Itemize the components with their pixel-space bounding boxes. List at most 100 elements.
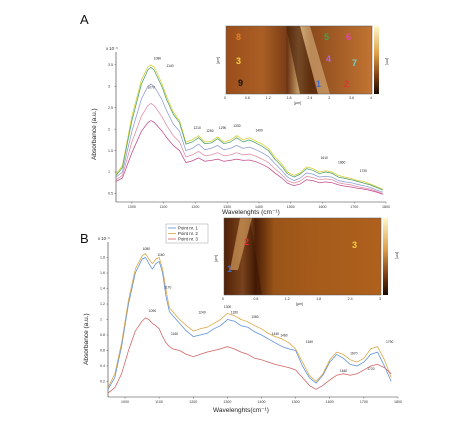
panel-b-x-tick-label: 1800 bbox=[394, 400, 402, 404]
panel-b-y-tick-label: 1 bbox=[100, 318, 102, 322]
panel-b-peak-label: 1670 bbox=[350, 351, 358, 355]
inset-b-x-tick-label: 2.4 bbox=[348, 297, 353, 301]
afm-bright-fold bbox=[230, 218, 252, 270]
panel-b-series-line-3 bbox=[107, 317, 392, 394]
panel-a-peak-label: 1730 bbox=[360, 169, 368, 173]
inset-a-y-unit: [µm] bbox=[216, 57, 220, 64]
panel-a-peak-label: 1290 bbox=[219, 126, 227, 130]
panel-b-x-tick-label: 1100 bbox=[155, 400, 163, 404]
inset-a-point-marker: 8 bbox=[236, 32, 241, 42]
inset-b-point-marker: 1 bbox=[227, 264, 232, 274]
inset-b-x-tick-label: 0 bbox=[222, 297, 224, 301]
inset-b-x-tick-label: 1.2 bbox=[285, 297, 290, 301]
inset-a-x-ticks: 0 0.6 1.2 1.8 2.4 3 3.6 4 bbox=[224, 96, 372, 100]
panel-b-legend: Point nr. 1 Point nr. 2 Point nr. 3 bbox=[165, 223, 209, 244]
panel-a-x-tick-label: 1500 bbox=[287, 205, 295, 209]
panel-a-x-label: Wavelenghts (cm⁻¹) bbox=[222, 209, 280, 216]
panel-a-peak-label: 1070 bbox=[147, 85, 155, 89]
legend-item-2: Point nr. 2 bbox=[178, 231, 198, 236]
colorbar-b-label: [nm] bbox=[395, 252, 399, 259]
inset-b-point-marker: 2 bbox=[244, 237, 249, 247]
panel-a-afm-inset: [nm] [µm] [µm] 0 0.6 1.2 1.8 2.4 3 3.6 4 8 3 9 5 6 4… bbox=[216, 25, 389, 105]
panel-a-peak-label: 1250 bbox=[206, 129, 214, 133]
inset-a-x-tick-label: 1.8 bbox=[287, 96, 292, 100]
panel-a-y-tick-label: 1.5 bbox=[108, 149, 113, 153]
panel-a-series-line-5 bbox=[115, 120, 383, 195]
panel-b-y-tick-label: 1.4 bbox=[100, 287, 105, 291]
afm-frame-b bbox=[223, 217, 382, 296]
panel-b-y-tick-label: 0.6 bbox=[100, 349, 105, 353]
panel-b-x-tick-label: 1000 bbox=[121, 400, 129, 404]
inset-b-markers: 1 2 3 bbox=[227, 237, 357, 274]
panel-b-x-tick-label: 1600 bbox=[326, 400, 334, 404]
panel-b-y-tick-label: 0.2 bbox=[100, 380, 105, 384]
afm-dark-fold bbox=[224, 218, 262, 295]
panel-b-x-tick-label: 1300 bbox=[223, 400, 231, 404]
panel-a-label: A bbox=[80, 12, 89, 27]
colorbar-b bbox=[383, 218, 388, 295]
panel-b-peak-label: 1460 bbox=[280, 334, 288, 338]
panel-a-y-tick-label: 1 bbox=[108, 170, 110, 174]
inset-b-x-ticks: 0 0.6 1.2 1.8 2.4 3 bbox=[222, 297, 381, 301]
panel-b-peak-label: 1240 bbox=[198, 310, 206, 314]
panel-b-afm-inset: [nm] [µm] [µm] 0 0.6 1.2 1.8 2.4 3 1 2 3 bbox=[214, 217, 399, 306]
panel-a-x-tick-label: 1400 bbox=[255, 205, 263, 209]
panel-b-peak-label: 1790 bbox=[386, 340, 394, 344]
afm-ridge-highlight bbox=[300, 26, 330, 94]
inset-a-point-marker: 5 bbox=[324, 32, 329, 42]
inset-a-point-marker: 3 bbox=[236, 56, 241, 66]
panel-a-x-tick-label: 1700 bbox=[350, 205, 358, 209]
inset-b-x-unit: [µm] bbox=[296, 302, 303, 306]
inset-a-x-tick-label: 4 bbox=[370, 96, 372, 100]
panel-b-peak-label: 1720 bbox=[367, 367, 375, 371]
panel-b-y-tick-label: 0.8 bbox=[100, 333, 105, 337]
panel-b-scale-note: x 10⁻³ bbox=[98, 236, 110, 241]
inset-b-x-tick-label: 1.8 bbox=[316, 297, 321, 301]
panel-a-peak-label: 1400 bbox=[255, 128, 263, 132]
panel-b-chart: x 10⁻³ Absorbance (a.u.) Wavelenghts(cm⁻… bbox=[83, 223, 402, 414]
panel-b-x-label: Wavelenghts(cm⁻¹) bbox=[213, 407, 269, 414]
panel-a-scale-note: x 10⁻³ bbox=[106, 46, 118, 51]
panel-a-peak-label: 1140 bbox=[167, 64, 174, 68]
panel-a-x-tick-label: 1000 bbox=[128, 205, 136, 209]
panel-b-peak-label: 1320 bbox=[231, 310, 239, 314]
panel-b-y-label: Absorbance (a.u.) bbox=[83, 313, 90, 365]
inset-b-point-marker: 3 bbox=[352, 240, 357, 250]
panel-b-x-tick-label: 1200 bbox=[189, 400, 197, 404]
panel-b-peak-label: 1640 bbox=[340, 369, 348, 373]
panel-b-series-line-2 bbox=[107, 253, 392, 388]
panel-b-series-line-1 bbox=[107, 257, 392, 390]
inset-a-point-marker: 7 bbox=[352, 58, 357, 68]
panel-b-peak-label: 1380 bbox=[251, 315, 259, 319]
panel-a-chart: x 10⁻³ Absorbance (a.u.) Wavelenghts (cm… bbox=[91, 46, 390, 216]
panel-a-x-ticks: 1000 1100 1200 1300 1400 1500 1600 1700 1800 bbox=[128, 202, 390, 209]
panel-b-y-tick-label: 1.8 bbox=[100, 256, 105, 260]
panel-b-peak-label: 1540 bbox=[306, 340, 314, 344]
panel-a-x-tick-label: 1600 bbox=[318, 205, 326, 209]
inset-b-x-tick-label: 3 bbox=[379, 297, 381, 301]
legend-item-3: Point nr. 3 bbox=[178, 237, 198, 242]
inset-a-markers: 8 3 9 5 6 4 7 1 2 bbox=[236, 32, 357, 89]
panel-b-label: B bbox=[80, 231, 89, 246]
inset-a-x-tick-label: 0.6 bbox=[245, 96, 250, 100]
panel-a-y-tick-label: 3.5 bbox=[108, 63, 113, 67]
panel-a-peak-labels: 1080114010701210125012901330140016101660… bbox=[147, 57, 367, 173]
colorbar-a bbox=[374, 26, 379, 94]
panel-a-series-line-3 bbox=[115, 83, 383, 193]
afm-ridge bbox=[286, 26, 318, 94]
inset-a-point-marker: 2 bbox=[344, 79, 349, 89]
panel-b-peak-label: 1300 bbox=[224, 305, 232, 309]
panel-b-peak-label: 1160 bbox=[171, 332, 178, 336]
panel-b-peak-label: 1440 bbox=[272, 332, 280, 336]
legend-item-1: Point nr. 1 bbox=[178, 226, 198, 231]
panel-a-y-tick-label: 2.5 bbox=[108, 106, 113, 110]
panel-b-x-tick-label: 1700 bbox=[360, 400, 368, 404]
panel-a-series-line-2 bbox=[115, 67, 383, 191]
panel-a-series-line-4 bbox=[115, 103, 383, 194]
inset-a-x-tick-label: 3 bbox=[328, 96, 330, 100]
panel-b-peak-label: 1160 bbox=[157, 253, 164, 257]
panel-a-peak-label: 1610 bbox=[321, 156, 329, 160]
panel-a-y-tick-label: 0.5 bbox=[108, 192, 113, 196]
inset-a-point-marker: 9 bbox=[238, 78, 243, 88]
